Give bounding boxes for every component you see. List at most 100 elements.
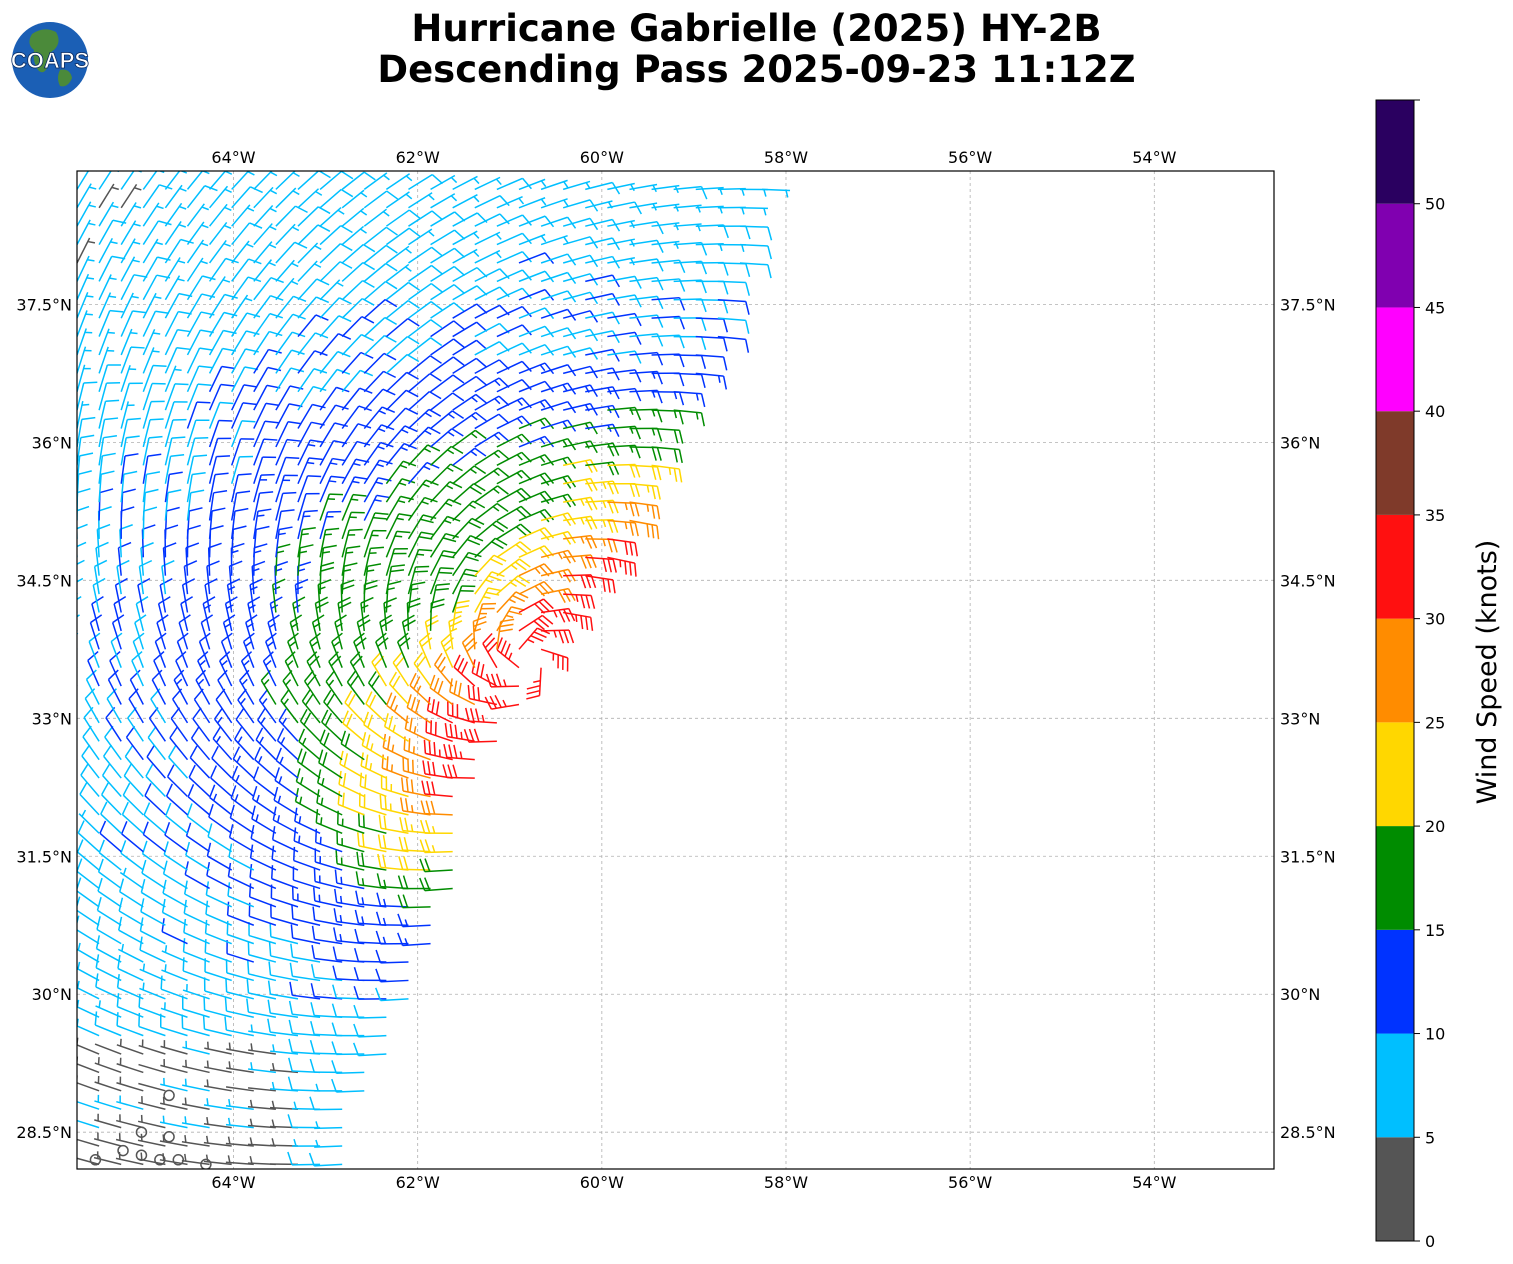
wind-barb-shaft (226, 991, 254, 1000)
wind-barb-feather (427, 426, 441, 435)
wind-barb (77, 942, 100, 963)
wind-barb-shaft (430, 445, 452, 466)
wind-barb-shaft (164, 257, 181, 282)
wind-barb-feather (331, 1078, 338, 1093)
wind-barb-shaft (452, 248, 478, 264)
wind-barb-feather (646, 523, 650, 538)
wind-barb-feather (453, 654, 461, 668)
wind-barb-shaft (230, 474, 239, 503)
wind-barb-feather (107, 669, 119, 681)
wind-barb-feather (700, 317, 707, 331)
wind-barb-feather (116, 974, 120, 988)
wind-barb-shaft (293, 859, 321, 871)
wind-barb-shaft (186, 257, 204, 282)
wind-barb-feather (287, 420, 302, 425)
wind-barb-shaft (629, 501, 658, 507)
wind-barb-shaft (226, 1067, 254, 1074)
wind-barb-shaft (115, 1157, 144, 1166)
wind-barb-shaft (105, 717, 122, 742)
wind-barb (287, 1076, 321, 1092)
wind-barb (316, 789, 343, 816)
wind-barb-shaft (226, 952, 255, 963)
wind-barb-shaft (363, 280, 387, 301)
wind-barb-half-feather (539, 401, 546, 408)
wind-barb (253, 330, 283, 356)
wind-barb (98, 346, 115, 374)
wind-barb-half-feather (306, 461, 315, 465)
wind-barb (190, 726, 211, 761)
wind-barb-shaft (408, 355, 431, 374)
wind-barb-shaft (363, 226, 387, 246)
wind-barb (203, 1116, 232, 1129)
wind-barb (496, 558, 531, 577)
wind-barb-shaft (79, 793, 100, 816)
wind-barb-half-feather (646, 485, 650, 493)
wind-barb-feather (77, 858, 83, 872)
wind-barb-half-feather (85, 313, 93, 316)
wind-barb-feather (183, 899, 187, 914)
wind-barb-shaft (629, 202, 658, 209)
wind-barb-shaft (380, 961, 409, 964)
wind-barb-shaft (168, 756, 189, 779)
wind-barb (385, 389, 419, 411)
wind-barb (363, 244, 398, 264)
wind-barb-feather (284, 651, 296, 662)
wind-barb-feather (544, 472, 555, 484)
wind-barb-shaft (77, 1119, 100, 1129)
wind-barb (205, 900, 232, 926)
wind-barb-feather (247, 276, 262, 283)
wind-barb (496, 591, 529, 614)
wind-barb (408, 192, 435, 209)
wind-barb-shaft (206, 874, 233, 890)
wind-barb-feather (268, 961, 272, 976)
wind-barb (452, 285, 488, 301)
wind-barb-shaft (98, 310, 111, 337)
wind-barb-half-feather (260, 717, 266, 725)
wind-barb-half-feather (223, 242, 231, 247)
wind-barb-feather (153, 651, 165, 662)
wind-barb-half-feather (245, 641, 252, 647)
wind-barb (208, 455, 231, 484)
wind-barb-half-feather (206, 1116, 209, 1125)
wind-barb-feather (629, 483, 636, 498)
wind-barb (288, 1000, 321, 1018)
wind-barb-feather (208, 803, 214, 818)
wind-barb (230, 438, 255, 466)
wind-barb-shaft (237, 699, 255, 724)
wind-barb (225, 959, 254, 982)
wind-barb-feather (612, 461, 620, 475)
wind-barb-half-feather (503, 679, 507, 687)
wind-barb (607, 519, 639, 537)
wind-barb (237, 688, 255, 724)
wind-barb (306, 651, 321, 687)
wind-barb-shaft (260, 680, 277, 705)
wind-barb-shaft (208, 402, 221, 429)
wind-barb (352, 1042, 387, 1057)
wind-barb-feather (101, 763, 111, 776)
wind-barb (198, 632, 211, 668)
wind-barb (383, 597, 397, 631)
wind-barb (474, 602, 497, 632)
wind-barb-feather (165, 802, 172, 816)
wind-barb-shaft (585, 348, 613, 356)
wind-barb (144, 783, 166, 816)
wind-barb (452, 500, 486, 522)
wind-barb-half-feather (339, 895, 343, 904)
wind-barb-feather (81, 744, 91, 757)
wind-barb-shaft (95, 547, 100, 576)
wind-barb-feather (431, 699, 435, 713)
wind-barb-feather (723, 262, 729, 276)
wind-barb (120, 310, 147, 337)
wind-barb (430, 193, 458, 209)
wind-barb (77, 381, 98, 411)
wind-barb-shaft (206, 894, 233, 908)
wind-barb-feather (79, 782, 88, 795)
wind-barb-shaft (120, 171, 135, 190)
wind-barb-half-feather (557, 552, 563, 560)
wind-barb-half-feather (405, 266, 412, 272)
wind-barb-shaft (203, 1123, 232, 1129)
wind-barb-shaft (217, 679, 233, 705)
wind-barb-half-feather (212, 793, 218, 801)
wind-barb (353, 1023, 387, 1038)
wind-barb-shaft (208, 366, 223, 393)
